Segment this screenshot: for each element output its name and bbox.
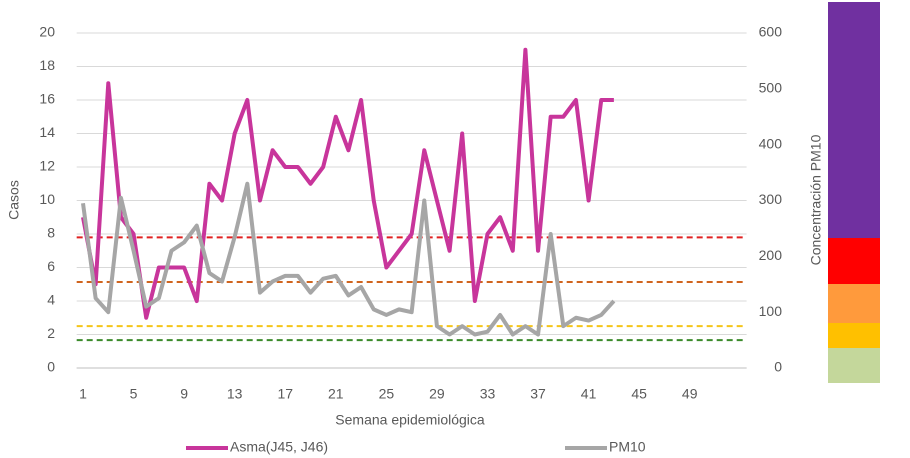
series-line xyxy=(81,181,616,337)
x-tick-label: 1 xyxy=(79,386,87,402)
y2-tick-label: 600 xyxy=(759,24,783,40)
aqi-color-bar xyxy=(828,2,880,383)
legend-label: PM10 xyxy=(609,439,646,455)
y-tick-label: 14 xyxy=(39,124,55,140)
x-tick-label: 25 xyxy=(379,386,395,402)
x-tick-label: 37 xyxy=(530,386,546,402)
legend-label: Asma(J45, J46) xyxy=(230,439,328,455)
x-tick-label: 17 xyxy=(277,386,293,402)
y-tick-label: 12 xyxy=(39,158,55,174)
y2-tick-label: 100 xyxy=(759,303,783,319)
y-tick-label: 20 xyxy=(39,24,55,40)
x-tick-label: 9 xyxy=(180,386,188,402)
y-tick-label: 10 xyxy=(39,191,55,207)
y-tick-label: 6 xyxy=(47,258,55,274)
x-tick-label: 41 xyxy=(581,386,597,402)
x-tick-label: 49 xyxy=(682,386,698,402)
x-tick-label: 21 xyxy=(328,386,344,402)
y-tick-label: 0 xyxy=(47,359,55,375)
y-tick-label: 18 xyxy=(39,57,55,73)
x-tick-label: 13 xyxy=(227,386,243,402)
y-tick-label: 2 xyxy=(47,325,55,341)
x-tick-label: 5 xyxy=(130,386,138,402)
y2-tick-label: 500 xyxy=(759,80,783,96)
y-tick-label: 8 xyxy=(47,225,55,241)
y2-tick-label: 200 xyxy=(759,247,783,263)
x-tick-label: 45 xyxy=(631,386,647,402)
y-tick-label: 4 xyxy=(47,292,55,308)
x-tick-label: 29 xyxy=(429,386,445,402)
x-tick-label: 33 xyxy=(480,386,496,402)
y-tick-label: 16 xyxy=(39,91,55,107)
y2-tick-label: 0 xyxy=(774,359,782,375)
x-axis-label: Semana epidemiológica xyxy=(335,412,485,428)
y2-tick-label: 300 xyxy=(759,191,783,207)
series-line xyxy=(81,47,614,320)
y-axis-label: Casos xyxy=(6,180,22,220)
y2-axis-label: Concentración PM10 xyxy=(808,134,824,265)
y2-tick-label: 400 xyxy=(759,135,783,151)
